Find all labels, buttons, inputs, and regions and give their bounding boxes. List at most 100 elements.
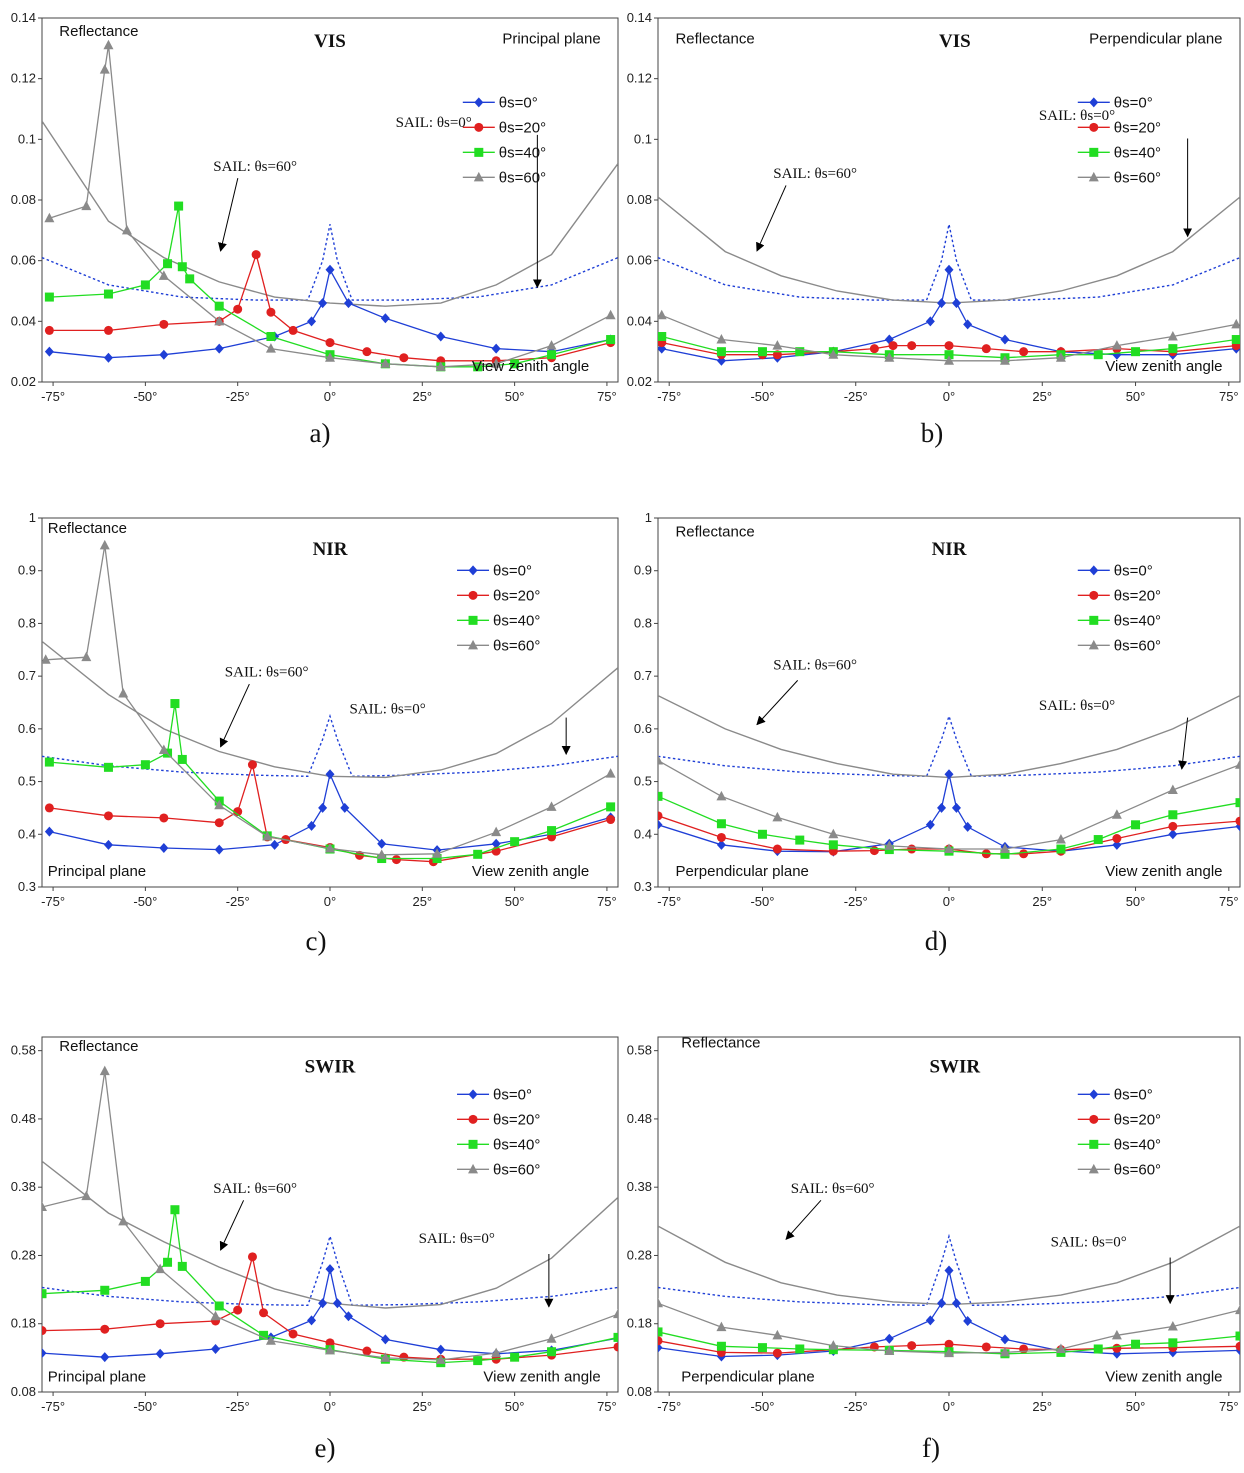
x-tick-label: 50°	[505, 894, 525, 909]
legend-marker-sza60	[473, 171, 484, 182]
data-point-sza60	[944, 355, 954, 365]
series-line-sza40	[49, 703, 611, 860]
data-point-sza40	[510, 837, 520, 847]
data-point-sza20	[159, 319, 169, 329]
legend-marker-sza60	[1088, 639, 1099, 650]
legend-label-sza20: θs=20°	[493, 1111, 540, 1128]
x-tick-label: 0°	[943, 894, 955, 909]
data-point-sza0	[716, 839, 726, 850]
legend-label-sza0: θs=0°	[1114, 562, 1153, 579]
data-point-sza0	[307, 316, 317, 327]
data-point-sza0	[925, 316, 935, 327]
data-point-sza40	[432, 854, 442, 864]
legend-marker-sza60	[468, 639, 479, 650]
data-point-sza60	[262, 830, 273, 841]
x-axis-label: View zenith angle	[483, 1368, 600, 1385]
data-point-sza40	[1168, 810, 1178, 820]
sail-curve-sza60	[42, 1160, 618, 1309]
data-point-sza20	[266, 307, 276, 317]
x-tick-label: -25°	[844, 389, 868, 404]
data-point-sza40	[658, 332, 667, 341]
data-point-sza40	[795, 835, 805, 845]
data-point-sza40	[716, 819, 726, 829]
plane-label: Perpendicular plane	[1089, 30, 1222, 47]
data-point-sza60	[1235, 759, 1240, 769]
data-point-sza0	[951, 298, 961, 309]
x-tick-label: 50°	[1126, 389, 1146, 404]
data-point-sza60	[158, 270, 169, 280]
legend-label-sza20: θs=20°	[499, 119, 546, 136]
x-tick-label: 50°	[505, 389, 525, 404]
legend-marker-sza20	[474, 122, 484, 132]
y-tick-label: 0.3	[18, 879, 36, 894]
data-point-sza0	[103, 352, 113, 363]
data-point-sza0	[318, 802, 328, 813]
data-point-sza40	[1131, 347, 1141, 357]
data-point-sza40	[259, 1330, 269, 1340]
data-point-sza0	[1000, 1334, 1010, 1345]
data-point-sza60	[491, 826, 502, 837]
data-point-sza0	[884, 1333, 894, 1344]
x-tick-label: -50°	[750, 389, 774, 404]
x-tick-label: -25°	[226, 894, 250, 909]
data-point-sza60	[658, 754, 663, 765]
legend-label-sza60: θs=60°	[1114, 169, 1161, 186]
data-point-sza40	[473, 1356, 483, 1366]
data-point-sza0	[944, 769, 954, 780]
data-point-sza40	[140, 1276, 150, 1286]
data-point-sza0	[44, 346, 54, 357]
data-point-sza20	[399, 1352, 409, 1362]
legend-marker-sza20	[1089, 1114, 1099, 1124]
data-point-sza0	[332, 1298, 342, 1309]
data-point-sza20	[907, 844, 917, 854]
y-tick-label: 0.28	[11, 1247, 36, 1262]
data-point-sza20	[1019, 849, 1029, 859]
data-point-sza60	[265, 1335, 276, 1345]
data-point-sza60	[155, 1263, 166, 1274]
data-point-sza60	[491, 1347, 502, 1358]
series-line-sza0	[658, 774, 1240, 853]
data-point-sza0	[307, 1315, 317, 1326]
y-tick-label: 0.14	[627, 10, 652, 25]
x-tick-label: -25°	[226, 389, 250, 404]
data-point-sza60	[380, 358, 391, 368]
data-point-sza0	[380, 313, 390, 324]
data-point-sza40	[828, 1345, 838, 1355]
y-tick-label: 1	[645, 510, 652, 525]
data-point-sza0	[318, 1298, 328, 1309]
sail-annotation-sza60: SAIL: θs=60°	[225, 665, 309, 681]
legend-label-sza40: θs=40°	[1114, 612, 1161, 629]
band-title: SWIR	[305, 1057, 356, 1078]
data-point-sza40	[613, 1332, 618, 1342]
data-point-sza20	[869, 344, 879, 354]
data-point-sza40	[1056, 844, 1066, 854]
data-point-sza40	[828, 840, 838, 850]
data-point-sza40	[547, 350, 557, 360]
data-point-sza0	[963, 319, 973, 330]
data-point-sza40	[214, 1301, 224, 1311]
data-point-sza60	[81, 651, 92, 662]
data-point-sza60	[772, 340, 783, 350]
legend-marker-sza20	[1089, 122, 1099, 132]
annotation-arrow	[218, 178, 239, 252]
data-point-sza60	[999, 1346, 1010, 1357]
sail-curve-sza0	[658, 1233, 1240, 1307]
data-point-sza60	[1235, 1304, 1240, 1315]
x-tick-label: 0°	[324, 894, 336, 909]
band-title: VIS	[314, 31, 346, 52]
legend-label-sza40: θs=40°	[493, 1136, 540, 1153]
data-point-sza0	[951, 1298, 961, 1309]
y-tick-label: 0.08	[627, 192, 652, 207]
sail-annotation-sza0: SAIL: θs=0°	[1051, 1234, 1127, 1250]
data-point-sza40	[757, 829, 767, 839]
chart-panel-d: 0.3 0.4 0.5 0.6 0.7 0.8 0.9 1 -75° -50° -25° 0° 25° 5…	[634, 510, 1241, 956]
data-point-sza60	[828, 349, 839, 359]
y-tick-label: 0.58	[11, 1043, 36, 1058]
y-tick-label: 0.7	[18, 668, 36, 683]
plot-frame	[657, 17, 1241, 383]
data-point-sza40	[1231, 335, 1240, 345]
sail-annotation-sza0: SAIL: θs=0°	[1039, 108, 1115, 124]
y-tick-label: 0.48	[627, 1111, 652, 1126]
y-tick-label: 0.04	[11, 313, 36, 328]
